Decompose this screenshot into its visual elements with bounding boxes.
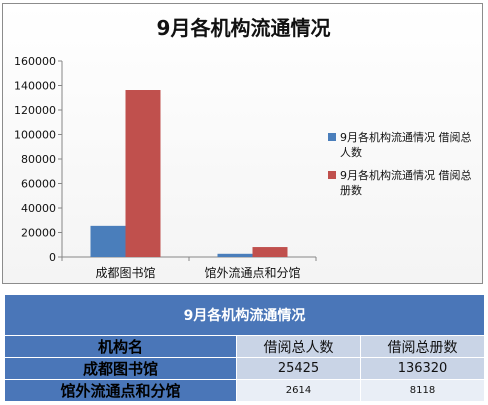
header-col-people: 借阅总人数 <box>236 335 361 358</box>
bar <box>90 225 126 257</box>
y-tick-label: 160000 <box>14 55 56 68</box>
bar <box>125 90 161 258</box>
x-tick-label: 成都图书馆 <box>95 265 155 280</box>
table-header-row: 机构名 借阅总人数 借阅总册数 <box>4 335 486 358</box>
legend-item-people: 9月各机构流通情况 借阅总人数 <box>328 130 478 160</box>
bar <box>217 253 253 257</box>
data-table: 9月各机构流通情况 机构名 借阅总人数 借阅总册数 成都图书馆 25425 13… <box>3 294 486 402</box>
chart-title: 9月各机构流通情况 <box>156 16 331 40</box>
row-value-people: 2614 <box>236 379 361 402</box>
y-tick-label: 20000 <box>21 227 56 240</box>
table-title: 9月各机构流通情况 <box>3 294 486 336</box>
y-tick-label: 100000 <box>14 129 56 142</box>
legend-label-volumes: 9月各机构流通情况 借阅总册数 <box>340 169 472 197</box>
y-tick-label: 60000 <box>21 178 56 191</box>
y-tick-label: 0 <box>49 251 56 264</box>
x-tick-label: 馆外流通点和分馆 <box>204 265 300 280</box>
table-row: 馆外流通点和分馆 2614 8118 <box>4 379 486 402</box>
y-tick-label: 120000 <box>14 104 56 117</box>
table-title-row: 9月各机构流通情况 <box>3 294 486 336</box>
y-tick-label: 40000 <box>21 202 56 215</box>
chart-area: 9月各机构流通情况 0 20000 40000 60000 80000 100000 120… <box>2 3 483 284</box>
table-row: 成都图书馆 25425 136320 <box>4 357 486 380</box>
row-value-volumes: 136320 <box>359 357 486 380</box>
legend-swatch-volumes <box>328 171 336 179</box>
legend-label-people: 9月各机构流通情况 借阅总人数 <box>340 131 472 159</box>
y-tick-label: 140000 <box>14 80 56 93</box>
data-table-container: 9月各机构流通情况 机构名 借阅总人数 借阅总册数 成都图书馆 25425 13… <box>3 294 486 402</box>
chart-legend: 9月各机构流通情况 借阅总人数 9月各机构流通情况 借阅总册数 <box>328 130 478 206</box>
bar-chart-plot: 0 20000 40000 60000 80000 100000 120000 140000 1… <box>14 55 317 280</box>
row-value-volumes: 8118 <box>359 379 486 402</box>
row-name: 馆外流通点和分馆 <box>4 379 237 402</box>
row-name: 成都图书馆 <box>4 357 237 380</box>
legend-swatch-people <box>328 133 336 141</box>
bar <box>252 247 288 257</box>
row-value-people: 25425 <box>236 357 361 380</box>
header-name-cell: 机构名 <box>4 335 237 358</box>
header-col-volumes: 借阅总册数 <box>359 335 486 358</box>
legend-item-volumes: 9月各机构流通情况 借阅总册数 <box>328 168 478 198</box>
y-tick-label: 80000 <box>21 153 56 166</box>
